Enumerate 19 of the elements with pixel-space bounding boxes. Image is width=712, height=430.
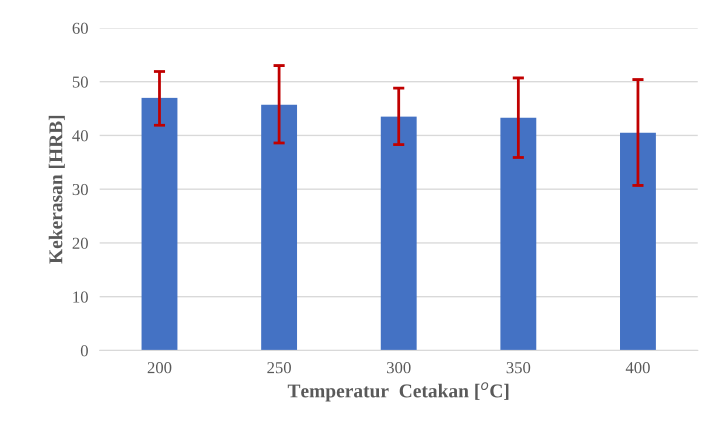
y-tick-label: 0 [80,345,88,356]
x-tick-label: 400 [626,362,650,374]
y-tick-label: 30 [72,184,88,196]
bar [620,132,656,350]
x-tick-label: 250 [267,362,291,374]
y-tick-label: 10 [73,291,88,303]
y-axis-title: Kekerasan [HRB] [48,116,65,264]
y-tick-label: 50 [72,76,88,88]
x-tick-label: 300 [387,362,411,374]
y-tick-label: 60 [72,22,88,34]
bar [500,118,536,350]
bar [261,104,298,350]
y-tick-label: 40 [72,130,88,142]
x-axis-title: Temperatur Cetakan [$^{o}$C] [288,382,508,402]
bar [380,116,417,350]
y-tick-label: 20 [72,238,88,249]
bar [142,98,178,350]
x-tick-label: 200 [148,362,172,374]
x-tick-label: 350 [506,362,530,374]
